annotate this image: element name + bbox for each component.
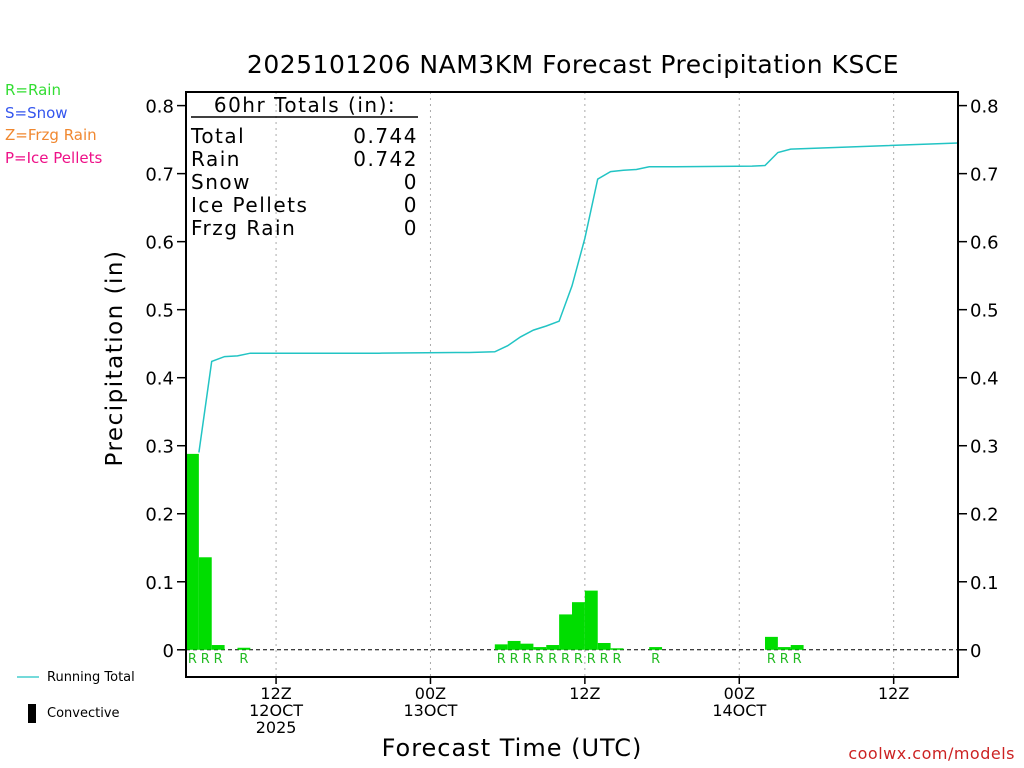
precip-bar [559,614,572,650]
y-tick-label-right: 0.6 [970,233,999,254]
precip-bar [597,642,611,650]
y-tick-label-left: 0.8 [145,97,174,118]
precip-bar [186,453,199,650]
key-ice-pellets: P=Ice Pellets [5,149,103,167]
precip-bar [765,636,778,650]
precip-bar [507,640,521,650]
precip-type-label: R [497,652,506,667]
precip-bar [198,557,212,650]
precip-type-label: R [574,652,583,667]
precip-bar [546,645,560,650]
key-rain: R=Rain [5,81,61,99]
x-tick-label: 13OCT [404,701,458,720]
y-tick-label-left: 0.7 [145,165,174,186]
y-tick-label-right: 0.4 [970,369,999,390]
precip-type-label: R [613,652,622,667]
convective-legend-swatch [28,704,36,723]
totals-row-label: Total [190,124,245,148]
totals-row-value: 0 [404,170,418,194]
precip-type-label: R [600,652,609,667]
convective-legend-label: Convective [47,706,120,721]
y-tick-label-left: 0 [163,641,174,662]
totals-header: 60hr Totals (in): [214,93,396,117]
precip-type-label: R [522,652,531,667]
precip-bar [572,602,585,650]
precip-type-label: R [239,652,248,667]
chart-title: 2025101206 NAM3KM Forecast Precipitation… [246,50,900,79]
x-tick-label: 2025 [256,718,297,737]
plot-frame [185,91,959,678]
precip-bar [790,645,804,650]
totals-row-label: Rain [191,147,241,171]
x-tick-label: 00Z [415,684,446,703]
y-tick-label-right: 0.8 [970,97,999,118]
precip-type-label: R [548,652,557,667]
running-total-line [198,142,959,453]
precip-type-label: R [767,652,776,667]
totals-row-value: 0.744 [353,124,418,148]
y-tick-label-right: 0.2 [970,505,999,526]
totals-row-label: Ice Pellets [191,193,308,217]
key-snow: S=Snow [5,104,68,122]
y-axis-label: Precipitation (in) [102,249,128,467]
totals-row-label: Frzg Rain [191,216,296,240]
y-tick-label-right: 0.3 [970,437,999,458]
precip-type-label: R [780,652,789,667]
precip-bar [211,645,225,650]
y-axis-left: 0 0.1 0.2 0.3 0.4 0.5 0.6 0.7 0.8 [145,97,186,662]
precip-bar [237,647,251,650]
precip-type-label: R [188,652,197,667]
x-tick-label: 12Z [260,684,291,703]
y-tick-label-left: 0.2 [145,505,174,526]
precip-type-label: R [793,652,802,667]
y-tick-label-left: 0.1 [145,573,174,594]
totals-row-label: Snow [191,170,251,194]
x-tick-label: 00Z [724,684,755,703]
x-axis-label: Forecast Time (UTC) [381,734,643,762]
precip-bar [533,647,547,650]
x-tick-label: 12Z [569,684,600,703]
precip-type-label: R [587,652,596,667]
y-tick-label-left: 0.6 [145,233,174,254]
key-freezing-rain: Z=Frzg Rain [5,126,97,144]
precip-bar [649,647,663,650]
precip-type-label: R [510,652,519,667]
y-tick-label-right: 0.5 [970,301,999,322]
x-tick-label: 12Z [878,684,909,703]
precip-bar [610,648,624,650]
y-axis-right: 0 0.1 0.2 0.3 0.4 0.5 0.6 0.7 0.8 [958,97,999,662]
totals-row-value: 0.742 [353,147,418,171]
precip-bar [520,643,534,650]
precip-bar [777,647,791,650]
precip-bar [584,590,598,650]
x-tick-label: 12OCT [249,701,303,720]
y-tick-label-right: 0 [970,641,981,662]
running-total-legend-label: Running Total [47,670,135,685]
x-tick-label: 14OCT [712,701,766,720]
precip-type-label: R [561,652,570,667]
totals-row-value: 0 [404,216,418,240]
totals-box: 60hr Totals (in): Total 0.744 Rain 0.742 Snow… [190,93,418,240]
y-tick-label-left: 0.3 [145,437,174,458]
y-tick-label-left: 0.4 [145,369,174,390]
precip-type-label: R [535,652,544,667]
y-tick-label-right: 0.7 [970,165,999,186]
y-tick-label-right: 0.1 [970,573,999,594]
y-tick-label-left: 0.5 [145,301,174,322]
precip-bar [494,644,508,650]
credit-link[interactable]: coolwx.com/models [848,744,1015,763]
precip-type-label: R [201,652,210,667]
precip-bars [186,453,804,650]
precip-type-label: R [214,652,223,667]
totals-row-value: 0 [404,193,418,217]
vertical-gridlines [275,92,895,677]
precip-type-label: R [651,652,660,667]
